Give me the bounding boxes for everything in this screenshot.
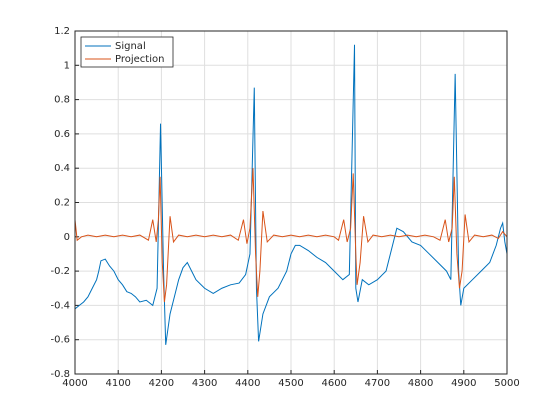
y-tick-label: -0.4 [50,300,70,311]
x-tick-label: 4200 [149,378,174,389]
y-tick-label: -0.2 [50,266,70,277]
y-tick-label: 0.6 [54,129,70,140]
x-tick-label: 4300 [192,378,217,389]
y-tick-label: -0.6 [50,335,70,346]
series-line [74,44,508,345]
y-tick-label: 0.8 [54,95,70,106]
legend-box [80,36,174,68]
y-tick-label: 1 [64,60,70,71]
x-tick-label: 4700 [365,378,390,389]
legend-label: Signal [115,41,146,52]
legend-label: Projection [115,54,164,65]
x-tick-label: 4400 [235,378,260,389]
y-tick-label: 0.2 [54,198,70,209]
y-tick-label: -0.8 [50,369,70,380]
x-tick-label: 4500 [278,378,303,389]
x-tick-label: 4600 [321,378,346,389]
series-line [74,168,508,303]
x-tick-label: 4000 [62,378,87,389]
y-tick-label: 1.2 [54,26,70,37]
x-tick-label: 4900 [451,378,476,389]
y-tick-label: 0 [64,232,70,243]
axes-frame [74,30,508,375]
x-tick-label: 4800 [408,378,433,389]
x-tick-label: 5000 [494,378,519,389]
x-tick-label: 4100 [105,378,130,389]
y-tick-label: 0.4 [54,163,70,174]
